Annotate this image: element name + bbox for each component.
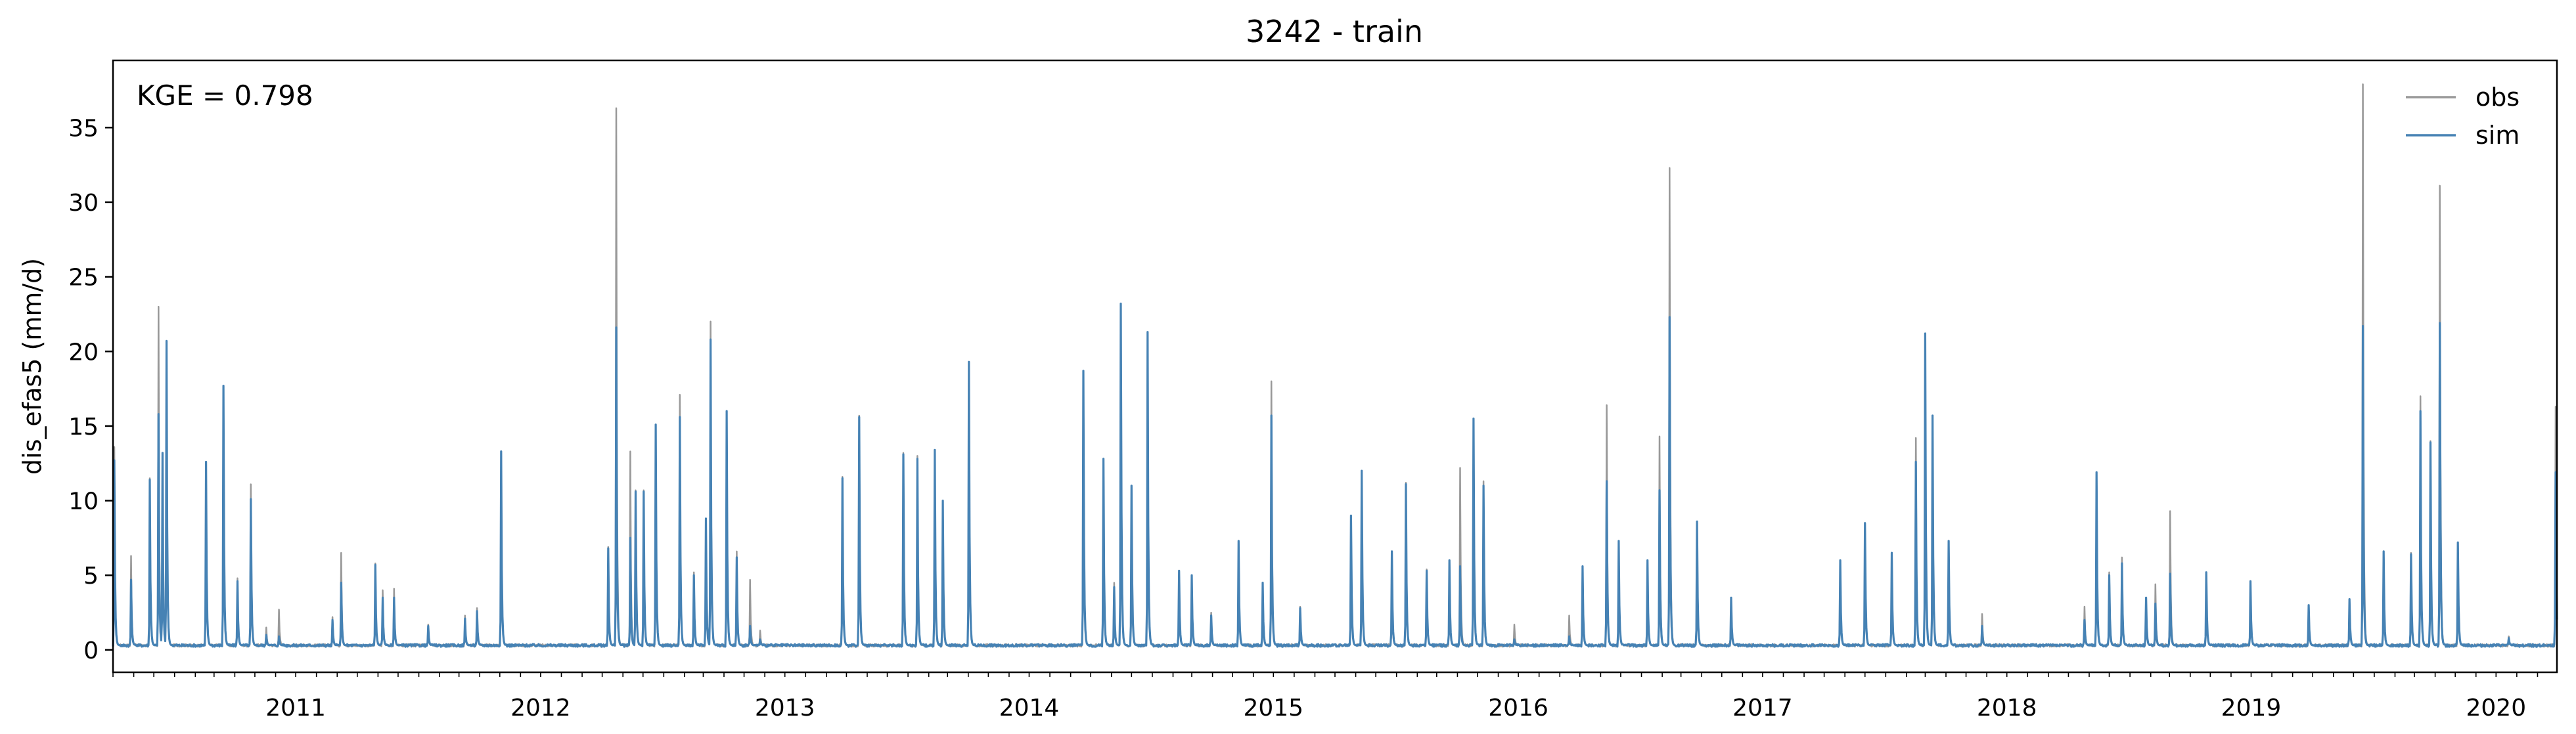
y-tick-label: 25 [68, 265, 99, 291]
x-tick-label: 2019 [2221, 695, 2282, 722]
x-tick-label: 2012 [510, 695, 571, 722]
x-tick-label: 2015 [1243, 695, 1303, 722]
series-line-sim [112, 302, 2558, 648]
y-tick-label: 30 [68, 190, 99, 217]
y-tick-label: 0 [83, 637, 99, 664]
y-axis: 0 5 10 15 20 25 30 35 [68, 115, 113, 664]
x-tick-label: 2020 [2466, 695, 2526, 722]
y-tick-label: 35 [68, 115, 99, 142]
chart-title: 3242 - train [1246, 14, 1423, 49]
x-tick-label: 2017 [1732, 695, 1793, 722]
y-tick-label: 15 [68, 414, 99, 441]
x-axis: 2011 2012 2013 2014 2015 2016 2017 2018 2019 2020 [112, 672, 2539, 722]
x-tick-label: 2014 [999, 695, 1060, 722]
y-tick-label: 10 [68, 488, 99, 515]
series-layer [112, 83, 2558, 648]
legend-label-sim: sim [2475, 121, 2520, 150]
x-tick-label: 2013 [755, 695, 815, 722]
y-tick-label: 20 [68, 339, 99, 366]
y-axis-label: dis_efas5 (mm/d) [18, 258, 47, 475]
y-tick-label: 5 [83, 563, 99, 590]
x-tick-label: 2016 [1488, 695, 1548, 722]
legend-label-obs: obs [2475, 83, 2520, 112]
x-tick-label: 2011 [265, 695, 326, 722]
legend: obs sim [2406, 83, 2520, 150]
kge-annotation: KGE = 0.798 [137, 79, 313, 112]
x-tick-label: 2018 [1977, 695, 2037, 722]
